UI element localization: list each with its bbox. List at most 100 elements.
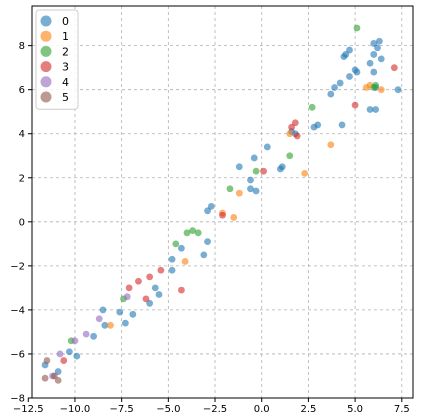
data-point [235, 163, 243, 171]
data-point [366, 59, 374, 67]
data-point [327, 90, 335, 98]
data-point [116, 308, 124, 316]
data-point [372, 106, 380, 113]
data-point [226, 185, 234, 193]
data-point [172, 240, 180, 248]
x-tick-label: −12.5 [13, 404, 44, 415]
data-point [263, 143, 271, 151]
data-point [394, 86, 402, 94]
data-point [247, 185, 254, 193]
data-point [183, 229, 191, 237]
x-tick-label: 5.0 [347, 404, 363, 415]
data-point [247, 176, 254, 184]
data-point [250, 154, 258, 162]
data-point [366, 106, 374, 113]
data-point [168, 255, 176, 263]
data-point [308, 103, 316, 111]
legend-label: 1 [62, 30, 69, 43]
data-point [278, 163, 286, 171]
y-tick-label: −4 [10, 305, 25, 316]
data-point [235, 189, 243, 197]
data-point [73, 352, 81, 360]
data-point [252, 167, 260, 175]
y-tick-label: 8 [19, 41, 25, 52]
legend-marker [40, 15, 52, 27]
data-point [200, 251, 208, 259]
plot-frame [31, 5, 414, 399]
data-point [129, 310, 137, 318]
data-point [121, 319, 129, 327]
axis-ticks: −12.5 −10.0 −7.5 −5.0 −2.5 0.0 2.5 5.0 7.5 −8 −6 −4… [10, 41, 409, 415]
data-point [101, 321, 109, 329]
data-point [65, 348, 73, 356]
y-tick-label: 6 [19, 85, 25, 96]
data-point [181, 258, 189, 265]
legend-label: 4 [62, 76, 69, 89]
legend-label: 0 [62, 15, 69, 28]
grid-lines [32, 6, 413, 399]
y-tick-label: 2 [19, 173, 25, 184]
data-point [146, 273, 154, 281]
data-point [168, 266, 176, 274]
series-5-points [41, 357, 62, 384]
data-point [286, 152, 294, 160]
legend-label: 3 [62, 61, 69, 74]
legend: 0 1 2 3 4 5 [35, 9, 79, 110]
data-point [41, 374, 49, 382]
y-tick-label: −2 [10, 261, 25, 272]
x-tick-label: −2.5 [203, 404, 227, 415]
data-point [178, 244, 185, 252]
y-tick-label: −6 [10, 349, 25, 360]
data-point [230, 214, 238, 221]
series-2-points [67, 24, 380, 345]
data-point [194, 229, 202, 237]
data-point [54, 376, 62, 384]
data-point [123, 293, 131, 301]
data-point [353, 24, 361, 32]
data-point [204, 238, 211, 246]
data-point [99, 306, 107, 314]
data-point [107, 321, 114, 329]
series-3-points [60, 64, 398, 364]
data-point [370, 68, 378, 76]
data-point [178, 286, 185, 294]
legend-label: 2 [62, 45, 69, 58]
x-tick-label: −7.5 [109, 404, 133, 415]
y-tick-label: 4 [19, 129, 25, 140]
data-point [346, 73, 353, 80]
legend-marker [40, 45, 52, 57]
legend-marker [40, 61, 52, 73]
y-tick-label: 0 [19, 217, 25, 228]
data-point [56, 350, 64, 358]
data-point [95, 315, 103, 323]
data-point [135, 277, 142, 285]
data-point [151, 284, 159, 292]
data-point [71, 337, 79, 345]
data-point [252, 187, 260, 195]
data-point [327, 141, 335, 149]
data-point [336, 79, 344, 87]
data-point [314, 121, 322, 129]
data-point [260, 167, 267, 175]
data-point [346, 46, 353, 54]
legend-label: 5 [62, 91, 69, 104]
data-point [207, 203, 215, 210]
data-point [301, 169, 309, 177]
data-point [374, 44, 381, 52]
data-point [157, 266, 165, 274]
legend-marker [40, 30, 52, 42]
data-point [286, 130, 294, 138]
data-point [219, 211, 226, 219]
data-point [338, 121, 346, 129]
series-1-points [107, 81, 385, 329]
scatter-points [41, 24, 402, 384]
data-point [189, 227, 197, 235]
x-tick-label: 2.5 [300, 404, 316, 415]
data-point [377, 55, 385, 63]
data-point [60, 357, 68, 364]
data-point [125, 284, 133, 292]
data-point [353, 68, 361, 76]
data-point [370, 51, 378, 58]
data-point [142, 295, 150, 303]
